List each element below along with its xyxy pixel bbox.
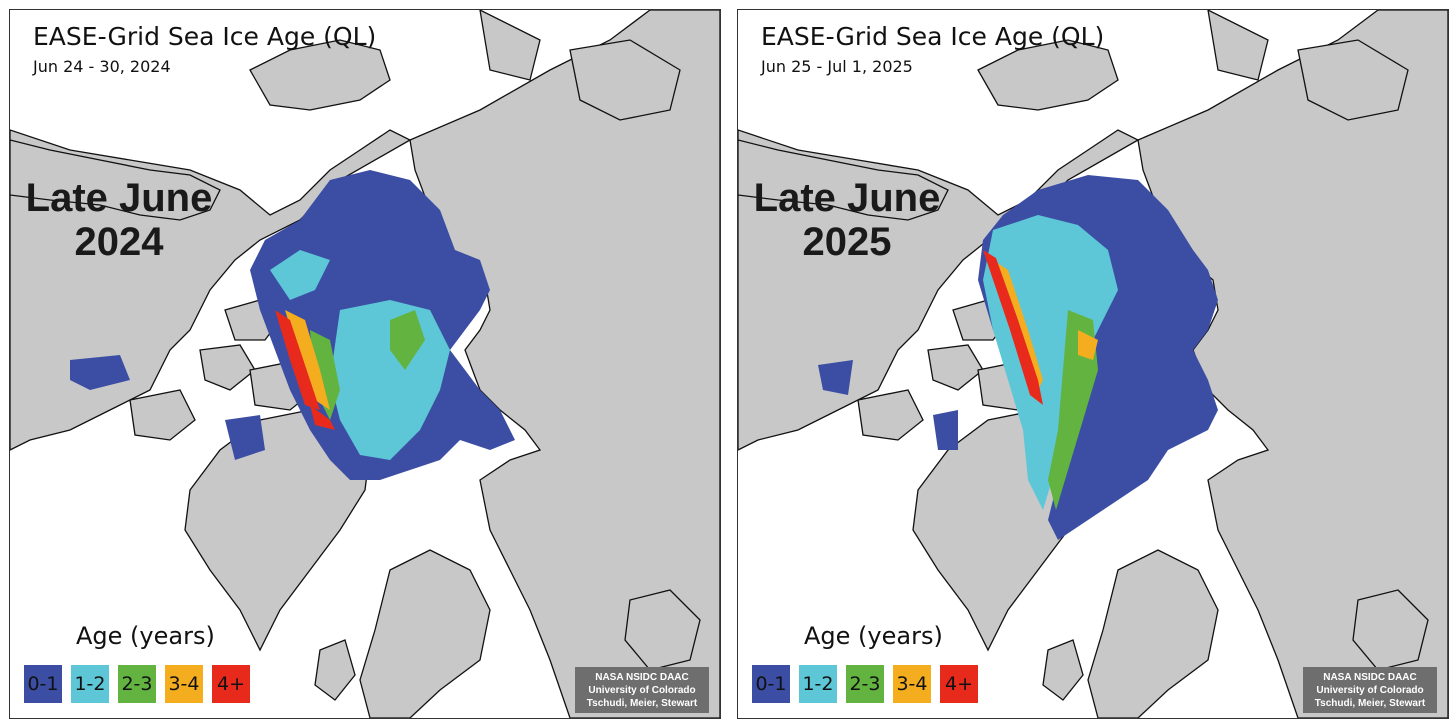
legend-swatch-4-plus: 4+ [940,665,978,703]
credit-line: Tschudi, Meier, Stewart [586,697,698,709]
arctic-map [10,10,720,718]
map-title: EASE-Grid Sea Ice Age (QL) [33,22,377,51]
credit-line: Tschudi, Meier, Stewart [1314,697,1426,709]
legend: 0-1 1-2 2-3 3-4 4+ [24,665,250,703]
ice-4-plus [983,250,1043,405]
date-range: Jun 25 - Jul 1, 2025 [761,57,913,76]
legend: 0-1 1-2 2-3 3-4 4+ [752,665,978,703]
legend-swatch-2-3: 2-3 [846,665,884,703]
credit-line: University of Colorado [1316,684,1424,696]
overlay-line-1: Late June [25,176,213,220]
map-title: EASE-Grid Sea Ice Age (QL) [761,22,1105,51]
legend-swatch-4-plus: 4+ [212,665,250,703]
ice-1-2 [983,215,1118,510]
credit-box: NASA NSIDC DAAC University of Colorado T… [1303,667,1437,713]
credit-box: NASA NSIDC DAAC University of Colorado T… [575,667,709,713]
legend-swatch-1-2: 1-2 [71,665,109,703]
legend-swatch-0-1: 0-1 [752,665,790,703]
overlay-label: Late June 2025 [742,176,952,264]
overlay-line-2: 2024 [74,220,164,264]
credit-line: NASA NSIDC DAAC [595,671,689,683]
ice-2-3 [390,310,425,370]
legend-swatch-3-4: 3-4 [165,665,203,703]
credit-line: University of Colorado [588,684,696,696]
date-range: Jun 24 - 30, 2024 [33,57,171,76]
legend-swatch-1-2: 1-2 [799,665,837,703]
overlay-line-2: 2025 [802,220,892,264]
map-panel-2024: EASE-Grid Sea Ice Age (QL) Jun 24 - 30, … [9,9,721,719]
overlay-line-1: Late June [753,176,941,220]
ice-3-4 [285,310,330,410]
ice-2-3 [1048,310,1098,510]
legend-swatch-2-3: 2-3 [118,665,156,703]
legend-swatch-0-1: 0-1 [24,665,62,703]
legend-title: Age (years) [76,622,215,650]
legend-swatch-3-4: 3-4 [893,665,931,703]
overlay-label: Late June 2024 [14,176,224,264]
map-panel-2025: EASE-Grid Sea Ice Age (QL) Jun 25 - Jul … [737,9,1449,719]
credit-line: NASA NSIDC DAAC [1323,671,1417,683]
ice-4-plus [275,310,320,410]
legend-title: Age (years) [804,622,943,650]
arctic-map [738,10,1448,718]
